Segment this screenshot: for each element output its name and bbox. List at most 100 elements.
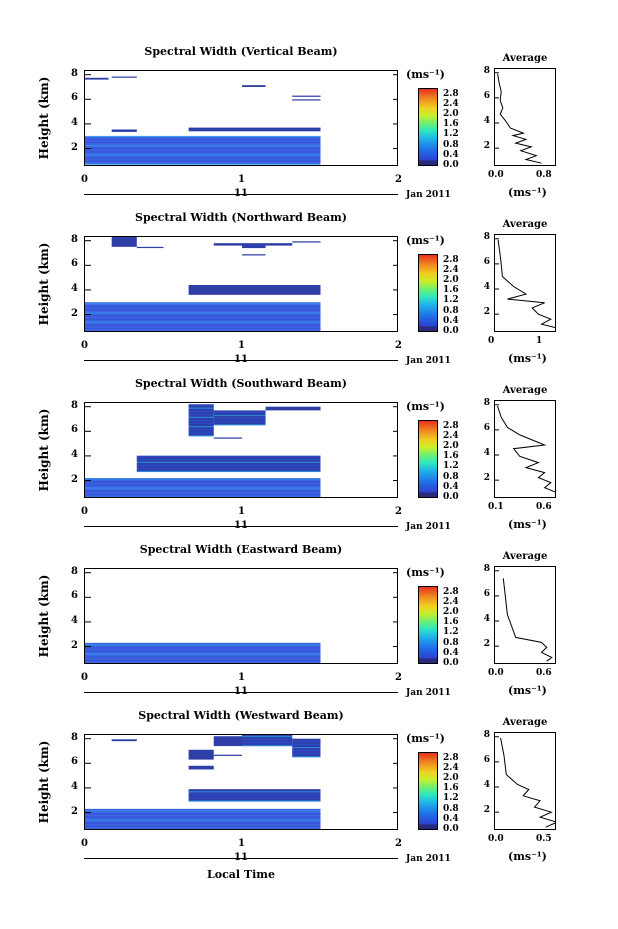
data-cell-stripe (188, 797, 321, 799)
chart-panel: Spectral Width (Vertical Beam) Height (km… (0, 0, 618, 200)
data-cell-stripe (85, 490, 321, 492)
colorbar-tick-label: 1.2 (443, 295, 459, 306)
day-tick-label: 11 (234, 686, 248, 697)
avg-y-tick-label: 4 (483, 282, 490, 293)
x-tick-label: 2 (395, 672, 402, 683)
avg-y-tick-label: 4 (483, 116, 490, 127)
data-cell-stripe (85, 306, 321, 308)
data-cell-stripe (85, 330, 321, 331)
data-cell (242, 254, 266, 256)
avg-y-tick-label: 4 (483, 614, 490, 625)
data-cell (111, 739, 137, 742)
data-cell-stripe (213, 418, 266, 420)
y-tick-label: 2 (71, 639, 78, 651)
data-cell (213, 437, 242, 439)
colorbar-tick-label: 2.4 (443, 762, 459, 773)
data-cell (242, 243, 266, 249)
data-cell-stripe (292, 750, 321, 752)
day-axis-line (84, 858, 398, 859)
date-label: Jan 2011 (406, 688, 451, 698)
day-axis-line (84, 360, 398, 361)
average-unit: (ms⁻¹) (508, 518, 547, 531)
y-tick-label: 8 (71, 565, 78, 577)
x-tick-label: 2 (395, 340, 402, 351)
data-cell (188, 749, 214, 760)
x-tick-label: 2 (395, 506, 402, 517)
y-axis-label: Height (km) (37, 242, 51, 326)
y-tick-label: 8 (71, 67, 78, 79)
colorbar-tick-label: 1.6 (443, 119, 459, 130)
colorbar-unit: (ms⁻¹) (406, 234, 445, 247)
data-cell-stripe (85, 493, 321, 495)
average-unit: (ms⁻¹) (508, 684, 547, 697)
avg-x-tick-label: 0.8 (536, 170, 552, 180)
data-cell-stripe (85, 819, 321, 821)
data-cell-stripe (188, 794, 321, 796)
colorbar-tick-label: 0.8 (443, 471, 459, 482)
data-cell-stripe (188, 800, 321, 802)
colorbar-tick-label: 2.8 (443, 586, 459, 597)
average-title: Average (502, 717, 548, 728)
colorbar (418, 254, 438, 332)
data-cell-stripe (213, 414, 266, 417)
y-axis-label: Height (km) (37, 740, 51, 824)
y-tick-label: 8 (71, 399, 78, 411)
data-cell-stripe (85, 157, 321, 159)
data-cell-stripe (188, 791, 321, 793)
colorbar-tick-label: 2.8 (443, 254, 459, 265)
data-cell-stripe (85, 324, 321, 326)
colorbar-tick-label: 2.0 (443, 275, 459, 285)
data-cell-stripe (213, 421, 266, 423)
average-line (497, 239, 555, 329)
y-tick-label: 4 (71, 116, 78, 128)
data-cell-stripe (188, 422, 214, 425)
data-cell-stripe (85, 321, 321, 323)
data-cell-stripe (85, 138, 321, 141)
y-tick-label: 2 (71, 805, 78, 817)
colorbar-tick-label: 0.8 (443, 139, 459, 150)
data-cell-stripe (136, 458, 321, 460)
colorbar-unit: (ms⁻¹) (406, 566, 445, 579)
avg-y-tick-label: 8 (483, 563, 490, 574)
data-cell (85, 136, 321, 165)
chart-title: Spectral Width (Southward Beam) (134, 377, 348, 390)
average-profile-area (494, 68, 556, 166)
day-tick-label: 11 (234, 852, 248, 863)
avg-y-tick-label: 8 (483, 397, 490, 408)
data-cell (188, 765, 214, 770)
data-cell (188, 127, 321, 132)
colorbar-tick-label: 2.8 (443, 752, 459, 763)
colorbar-tick-label: 0.0 (443, 492, 459, 502)
data-cell-stripe (292, 743, 321, 746)
colorbar-tick-label: 0.4 (443, 481, 459, 492)
average-profile-area (494, 732, 556, 830)
colorbar-tick-label: 0.0 (443, 658, 459, 668)
colorbar-tick-label: 2.4 (443, 596, 459, 607)
data-cell (292, 99, 321, 101)
data-cell-stripe (85, 662, 321, 663)
data-cell-stripe (85, 810, 321, 812)
data-cell (213, 736, 242, 747)
data-cell-stripe (136, 464, 321, 466)
data-cell-stripe (85, 135, 321, 138)
x-tick-label: 1 (238, 340, 245, 351)
colorbar-unit: (ms⁻¹) (406, 732, 445, 745)
data-cell-stripe (85, 647, 321, 649)
colorbar-tick-label: 2.4 (443, 264, 459, 275)
average-line (497, 405, 555, 493)
colorbar (418, 752, 438, 830)
average-line (500, 737, 555, 828)
chart-panel: Spectral Width (Westward Beam) Height (km… (0, 664, 618, 864)
avg-y-tick-label: 2 (483, 473, 490, 484)
data-cell (111, 76, 137, 78)
day-tick-label: 11 (234, 354, 248, 365)
data-cell-stripe (85, 478, 321, 480)
data-cell (242, 735, 293, 747)
avg-x-tick-label: 0 (488, 336, 495, 346)
heatmap-area (84, 70, 398, 166)
average-unit: (ms⁻¹) (508, 850, 547, 863)
data-cell-stripe (85, 481, 321, 483)
data-cell-stripe (85, 145, 321, 147)
x-tick-label: 0 (81, 506, 88, 517)
chart-panel: Spectral Width (Northward Beam) Height (k… (0, 166, 618, 366)
